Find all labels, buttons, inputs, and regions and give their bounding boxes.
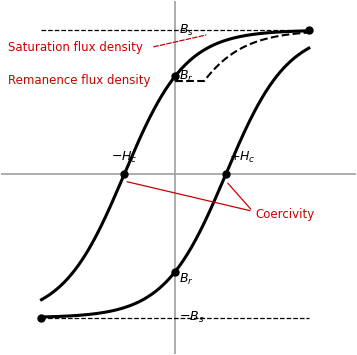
Text: Remanence flux density: Remanence flux density: [8, 74, 151, 87]
Text: Saturation flux density: Saturation flux density: [8, 41, 143, 54]
Text: $-H_c$: $-H_c$: [111, 150, 138, 165]
Text: $-B_s$: $-B_s$: [179, 310, 205, 325]
Text: $B_r$: $B_r$: [179, 272, 194, 287]
Text: Coercivity: Coercivity: [255, 208, 315, 221]
Text: $B_s$: $B_s$: [179, 23, 194, 38]
Text: $+H_c$: $+H_c$: [228, 150, 255, 165]
Text: $B_r$: $B_r$: [179, 69, 194, 84]
